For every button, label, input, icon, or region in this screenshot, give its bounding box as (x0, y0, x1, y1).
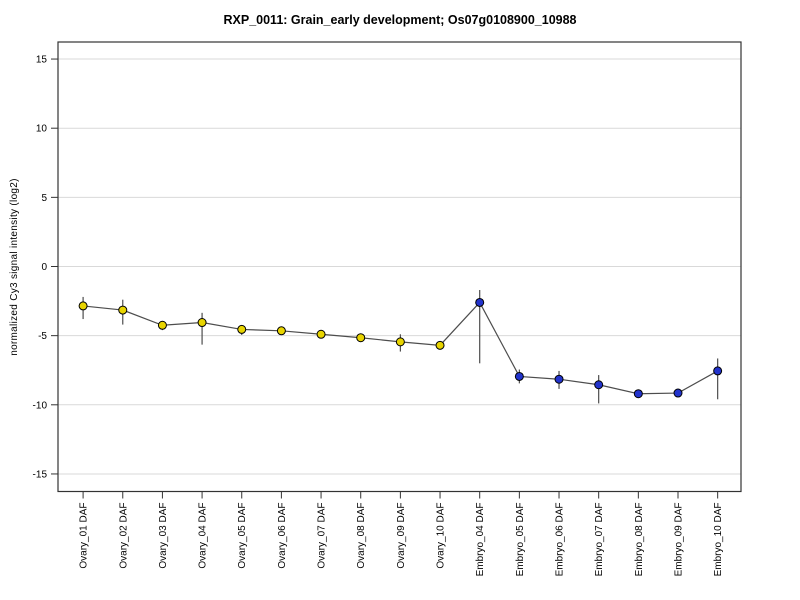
data-point-embryo (633, 389, 643, 399)
y-tick-label: 15 (36, 55, 48, 66)
data-point-ovary (435, 340, 445, 350)
chart-title: RXP_0011: Grain_early development; Os07g… (224, 13, 577, 27)
error-bars (82, 290, 719, 404)
x-tick-label: Ovary_08 DAF (356, 503, 367, 569)
y-tick-label: 5 (41, 193, 47, 204)
data-point-ovary (237, 324, 247, 334)
x-axis: Ovary_01 DAF Ovary_02 DAF Ovary_03 DAF Ovar… (79, 491, 724, 577)
y-tick-label: -10 (33, 400, 48, 411)
data-point-embryo (673, 388, 683, 398)
data-point-ovary (356, 333, 366, 343)
x-tick-label: Embryo_08 DAF (634, 503, 645, 577)
x-tick-label: Embryo_09 DAF (674, 503, 685, 577)
data-point-embryo (594, 380, 604, 390)
x-tick-label: Embryo_07 DAF (594, 503, 605, 577)
data-point-embryo (514, 371, 524, 381)
y-tick-label: 10 (36, 124, 48, 135)
y-tick-label: -15 (33, 469, 48, 480)
data-point-embryo (713, 366, 723, 376)
data-point-ovary (157, 320, 167, 330)
data-point-ovary (118, 305, 128, 315)
x-tick-label: Ovary_03 DAF (158, 503, 169, 569)
x-tick-label: Ovary_01 DAF (79, 503, 90, 569)
data-point-ovary (395, 337, 405, 347)
data-point-ovary (78, 301, 88, 311)
data-point-ovary (276, 326, 286, 336)
data-point-ovary (316, 329, 326, 339)
x-tick-label: Embryo_10 DAF (713, 503, 724, 577)
x-tick-label: Embryo_04 DAF (475, 503, 486, 577)
data-point-embryo (554, 374, 564, 384)
x-tick-label: Ovary_07 DAF (317, 503, 328, 569)
x-tick-label: Embryo_06 DAF (555, 503, 566, 577)
y-axis-label: normalized Cy3 signal intensity (log2) (9, 178, 20, 356)
gridlines (58, 58, 741, 475)
data-point-embryo (475, 297, 485, 307)
data-point-ovary (197, 318, 207, 328)
x-tick-label: Embryo_05 DAF (515, 503, 526, 577)
x-tick-label: Ovary_02 DAF (118, 503, 129, 569)
y-tick-label: 0 (41, 262, 47, 273)
data-points (78, 297, 723, 399)
y-axis: 15 10 5 0 -5 -10 -15 (33, 55, 58, 480)
y-tick-label: -5 (38, 331, 47, 342)
x-tick-label: Ovary_06 DAF (277, 503, 288, 569)
plot-frame (57, 41, 742, 493)
x-tick-label: Ovary_05 DAF (237, 503, 248, 569)
x-tick-label: Ovary_09 DAF (396, 503, 407, 569)
x-tick-label: Ovary_04 DAF (198, 503, 209, 569)
x-tick-label: Ovary_10 DAF (436, 503, 447, 569)
